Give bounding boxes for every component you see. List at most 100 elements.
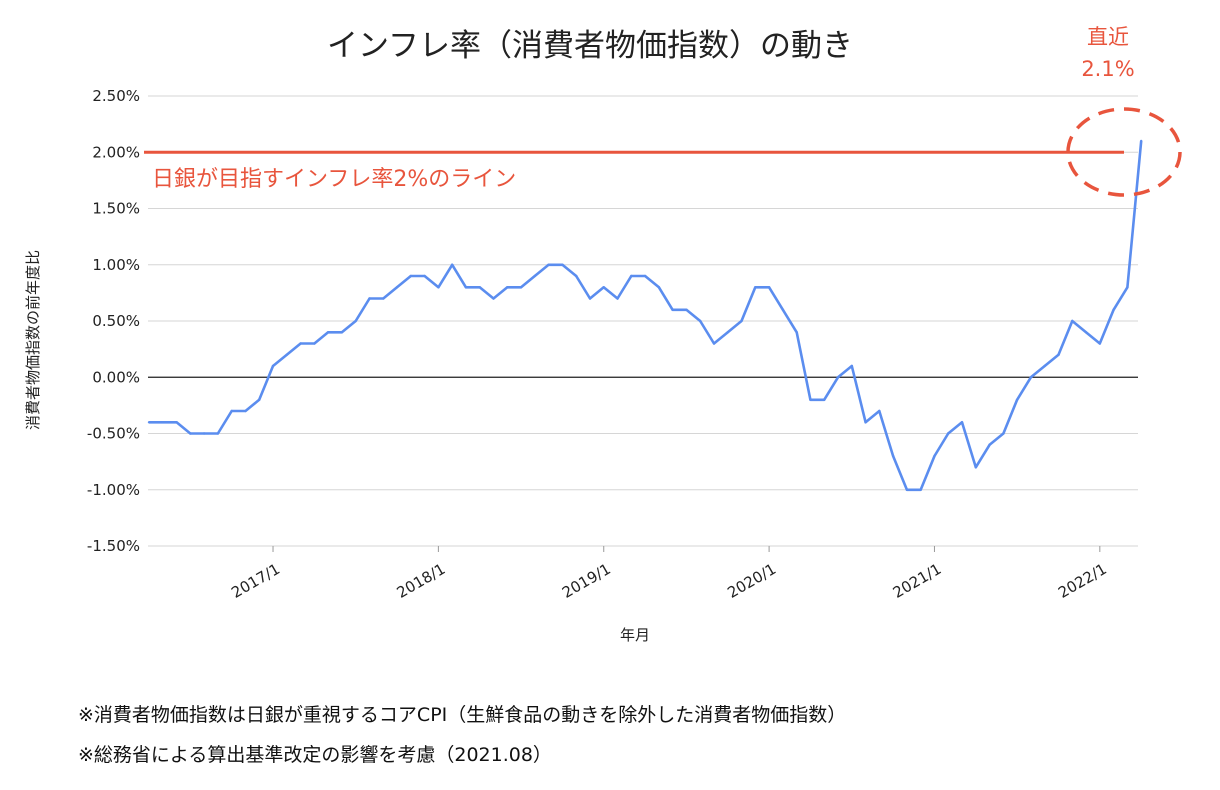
data-point — [795, 331, 798, 334]
y-tick-label: -1.00% — [87, 481, 140, 499]
y-tick-label: 2.50% — [92, 87, 140, 105]
data-point — [988, 443, 991, 446]
data-point — [189, 432, 192, 435]
x-axis-ticks: 2017/1 2018/1 2019/1 2020/1 2021/1 2022/1 — [228, 546, 1110, 602]
data-point — [864, 421, 867, 424]
data-point — [616, 297, 619, 300]
data-point — [754, 286, 757, 289]
data-point — [781, 308, 785, 311]
data-point — [368, 297, 371, 300]
data-point — [1029, 376, 1033, 379]
latest-annotation-value: 2.1% — [1081, 57, 1134, 81]
data-point — [1098, 342, 1102, 345]
data-point — [974, 466, 977, 469]
data-point — [1084, 331, 1088, 334]
data-point — [464, 286, 468, 289]
data-point — [767, 286, 771, 289]
x-tick-label: 2022/1 — [1055, 560, 1110, 602]
grid — [148, 95, 1138, 547]
data-point — [671, 308, 674, 311]
data-point — [809, 398, 812, 401]
data-point — [1112, 308, 1115, 311]
data-point — [630, 274, 633, 278]
data-point — [451, 263, 454, 266]
data-point — [657, 286, 661, 289]
data-point — [271, 364, 275, 368]
data-point — [933, 454, 936, 458]
y-tick-label: 0.50% — [92, 312, 140, 330]
reference-line-label: 日銀が目指すインフレ率2%のライン — [152, 167, 516, 192]
data-point — [960, 421, 964, 424]
data-point — [519, 286, 523, 289]
y-axis-title: 消費者物価指数の前年度比 — [24, 250, 42, 430]
data-point — [244, 409, 247, 413]
footnote-base-revision: ※総務省による算出基準改定の影響を考慮（2021.08） — [78, 744, 552, 766]
x-tick-label: 2020/1 — [724, 560, 779, 602]
data-point — [588, 297, 592, 300]
data-point — [409, 274, 412, 278]
data-point — [823, 398, 826, 401]
y-tick-label: -1.50% — [87, 537, 140, 555]
chart-title: インフレ率（消費者物価指数）の動き — [327, 28, 853, 64]
data-point — [643, 274, 647, 278]
data-point — [299, 342, 302, 345]
data-point — [147, 421, 151, 424]
data-point — [547, 263, 550, 266]
data-point — [506, 286, 509, 289]
data-point — [685, 308, 688, 311]
data-point — [326, 331, 330, 334]
y-tick-label: -0.50% — [87, 425, 140, 443]
data-point — [285, 353, 288, 356]
data-point — [905, 488, 909, 491]
data-point — [161, 421, 164, 424]
latest-annotation-label: 直近 — [1087, 25, 1129, 49]
data-point — [340, 331, 344, 334]
x-tick-label: 2019/1 — [559, 560, 614, 602]
data-point — [437, 286, 440, 289]
data-point — [699, 319, 702, 323]
data-point — [1002, 432, 1005, 435]
y-axis-ticks: 2.50% 2.00% 1.50% 1.00% 0.50% 0.00% -0.50% -1.0… — [87, 87, 140, 555]
data-point — [712, 342, 716, 345]
latest-highlight-circle — [1066, 107, 1182, 197]
data-point — [354, 319, 357, 323]
data-point — [891, 454, 895, 458]
x-tick-label: 2017/1 — [228, 560, 283, 602]
data-point — [1071, 319, 1074, 323]
y-tick-label: 2.00% — [92, 143, 140, 161]
data-point — [1126, 286, 1129, 289]
inflation-chart: インフレ率（消費者物価指数）の動き 2.50% 2.00% 1.50% 1.00% 0.… — [24, 25, 1182, 644]
data-point — [1015, 398, 1019, 401]
data-point — [561, 263, 564, 266]
data-point — [395, 286, 399, 289]
data-point — [313, 342, 316, 345]
data-point — [740, 319, 743, 323]
y-tick-label: 1.00% — [92, 256, 140, 274]
data-point — [836, 376, 840, 379]
data-point — [202, 432, 206, 435]
data-point — [423, 274, 426, 278]
data-point — [478, 286, 481, 289]
data-point — [175, 421, 178, 424]
data-point — [1057, 353, 1060, 356]
series-points — [147, 139, 1143, 491]
footnote-cpi-definition: ※消費者物価指数は日銀が重視するコアCPI（生鮮食品の動きを除外した消費者物価指… — [78, 704, 847, 726]
data-point — [1043, 364, 1046, 368]
data-point — [575, 274, 578, 278]
data-point — [726, 331, 729, 334]
data-point — [1140, 139, 1143, 143]
data-point — [258, 398, 261, 401]
x-axis-title: 年月 — [620, 626, 650, 644]
data-point — [492, 297, 495, 300]
x-tick-label: 2018/1 — [394, 560, 449, 602]
series-line-cpi — [149, 140, 1143, 492]
data-point — [533, 274, 536, 278]
data-point — [878, 409, 881, 413]
y-tick-label: 1.50% — [92, 200, 140, 218]
data-point — [947, 432, 950, 435]
data-point — [382, 297, 385, 300]
data-point — [602, 286, 605, 289]
data-point — [850, 364, 853, 368]
y-tick-label: 0.00% — [92, 368, 140, 386]
data-point — [216, 432, 220, 435]
